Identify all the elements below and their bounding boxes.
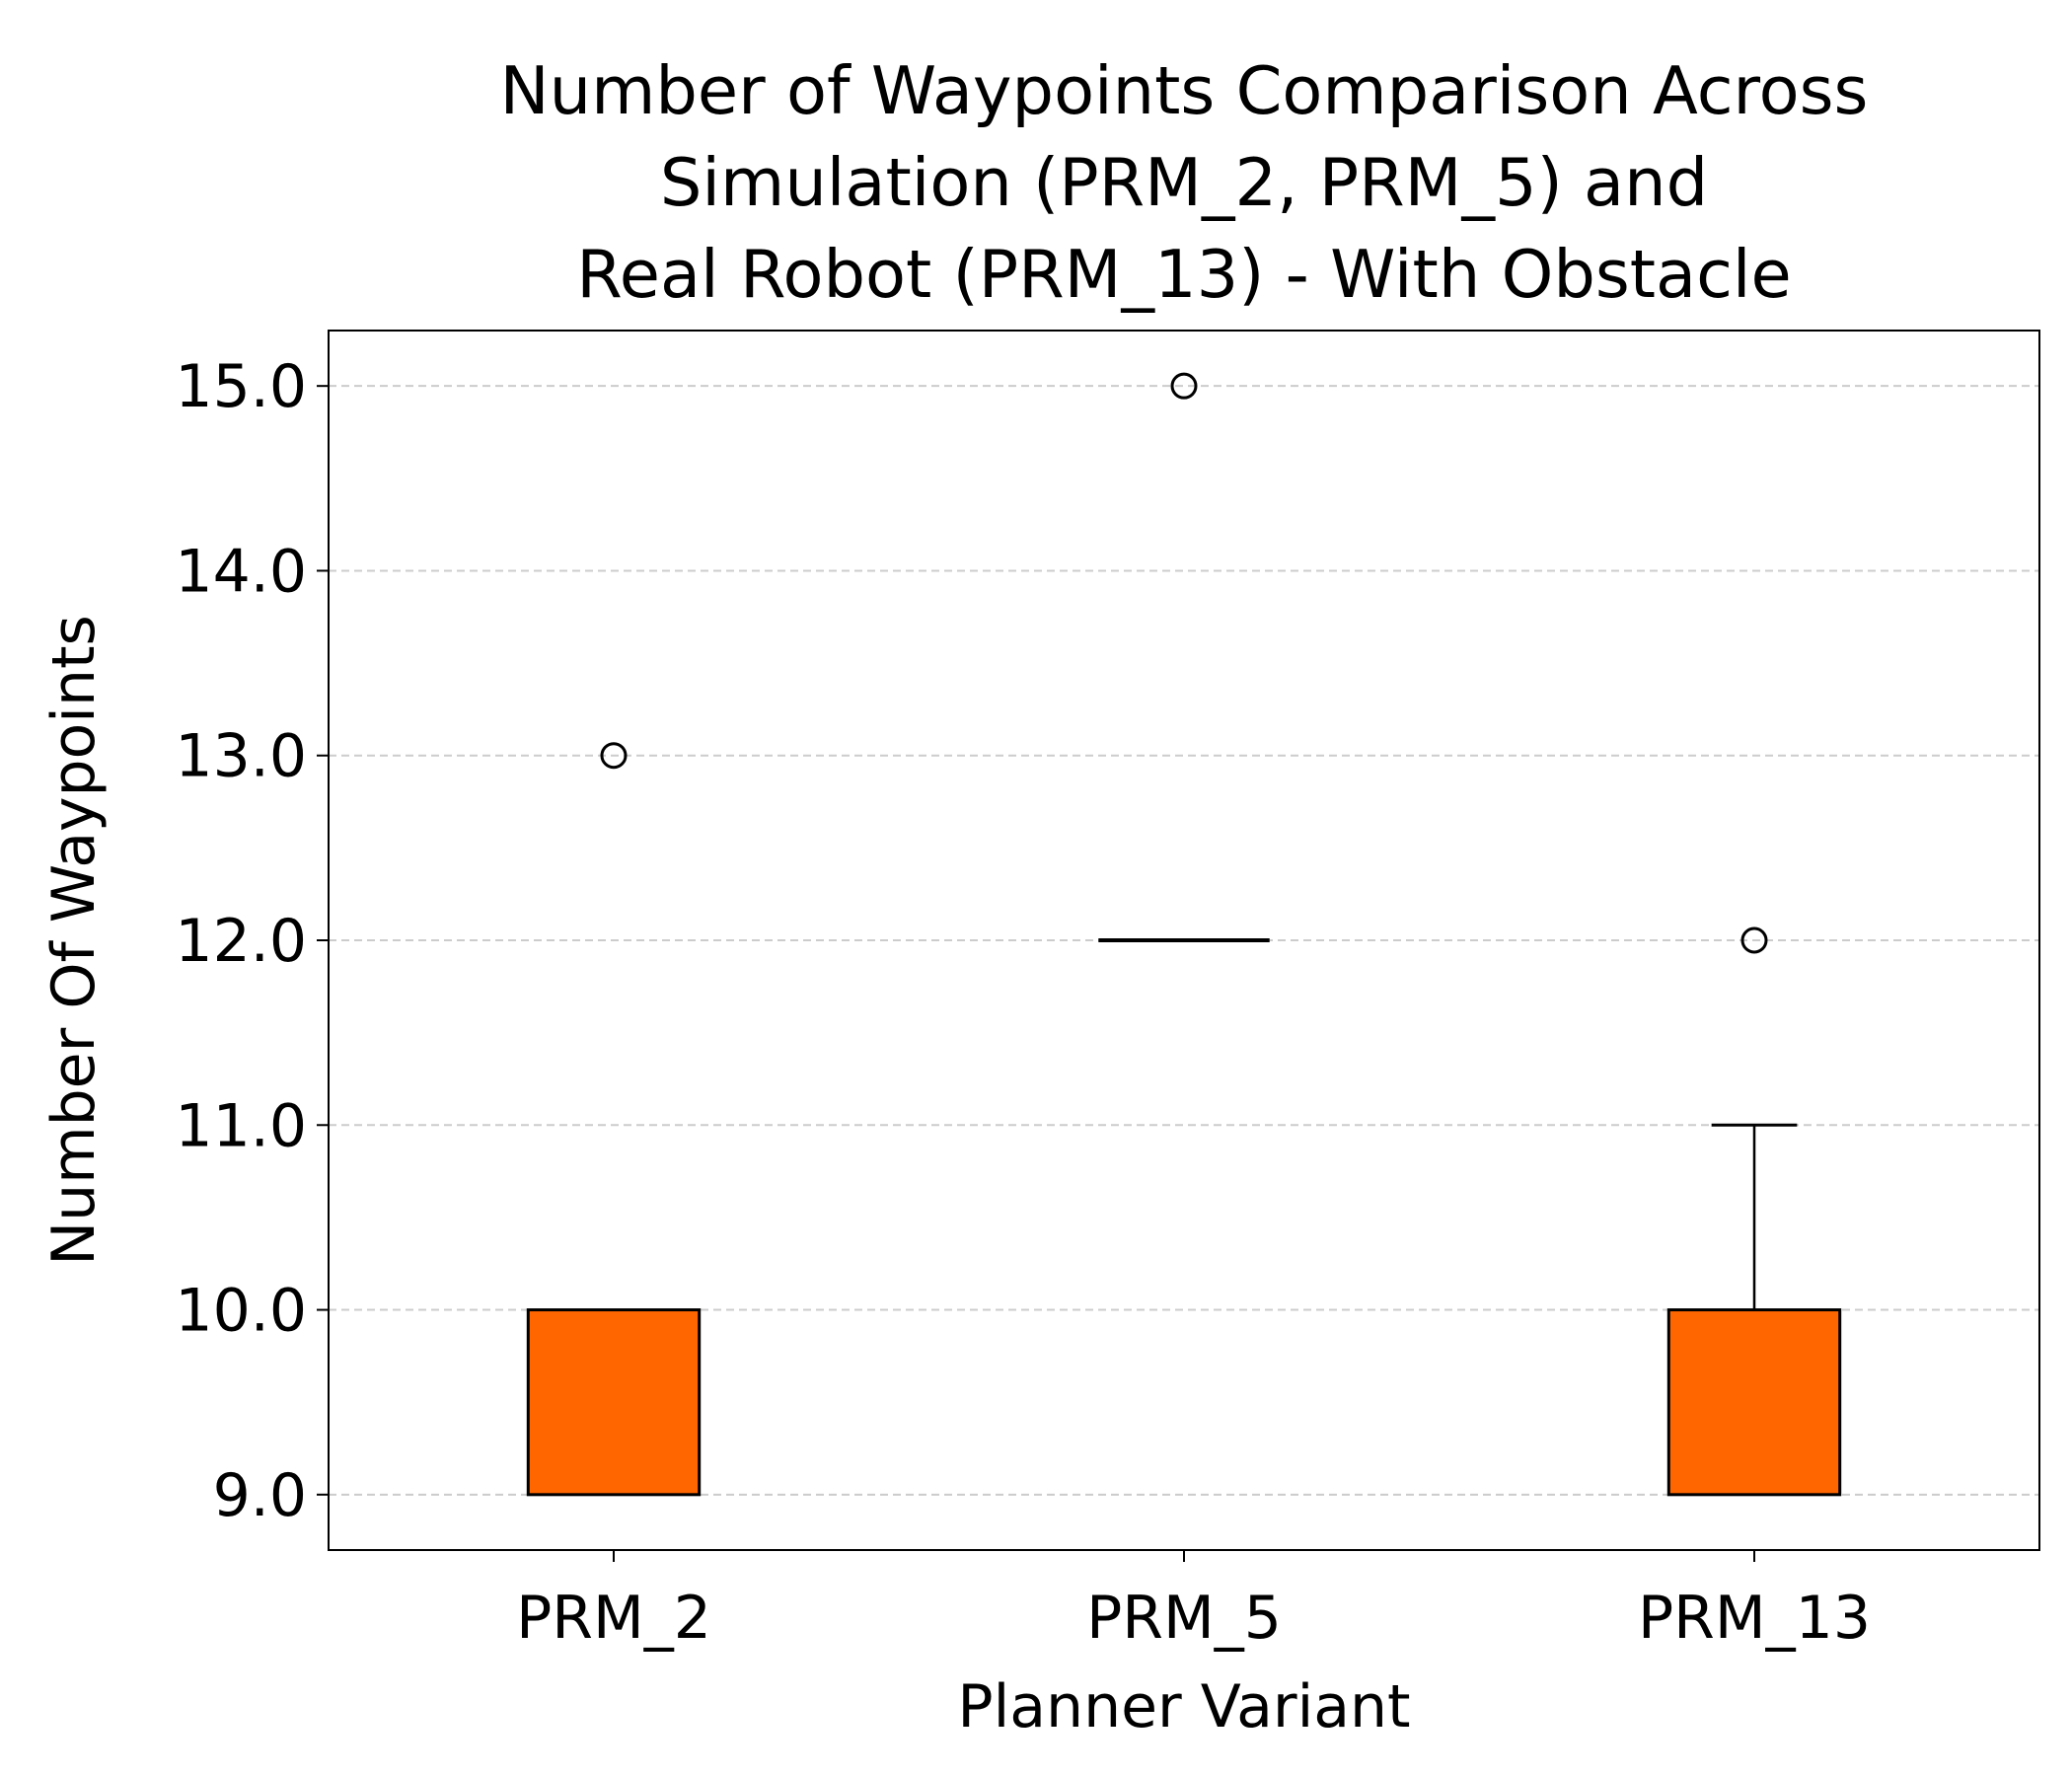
x-tick-label: PRM_13 xyxy=(1638,1584,1871,1653)
box-PRM_5 xyxy=(1098,372,1270,942)
y-tick-label: 15.0 xyxy=(175,352,307,421)
y-axis: 9.0 10.0 11.0 12.0 13.0 14.0 15.0 xyxy=(175,352,329,1530)
chart-title-line-2: Simulation (PRM_2, PRM_5) and xyxy=(660,144,1708,221)
box-PRM_13 xyxy=(1666,926,1842,1497)
chart-title: Number of Waypoints Comparison Across Si… xyxy=(500,52,1869,313)
y-tick-label: 14.0 xyxy=(175,537,307,606)
x-tick-label: PRM_5 xyxy=(1086,1584,1282,1653)
box-iqr xyxy=(526,1308,702,1497)
y-axis-label: Number Of Waypoints xyxy=(39,615,109,1266)
chart-title-line-1: Number of Waypoints Comparison Across xyxy=(500,52,1869,129)
x-axis-label: Planner Variant xyxy=(957,1672,1410,1741)
y-tick-label: 11.0 xyxy=(175,1091,307,1160)
box-series xyxy=(526,372,1842,1497)
y-tick-label: 10.0 xyxy=(175,1277,307,1346)
box-PRM_2 xyxy=(526,742,702,1497)
y-tick-label: 9.0 xyxy=(213,1461,307,1530)
x-tick-label: PRM_2 xyxy=(516,1584,711,1653)
y-tick-label: 12.0 xyxy=(175,907,307,976)
outlier-point xyxy=(1170,372,1198,400)
outlier-point xyxy=(600,742,628,770)
x-axis: PRM_2 PRM_5 PRM_13 xyxy=(516,1550,1871,1653)
chart-title-line-3: Real Robot (PRM_13) - With Obstacle xyxy=(576,236,1792,313)
outlier-point xyxy=(1740,926,1768,954)
box-iqr xyxy=(1666,1308,1842,1497)
y-tick-label: 13.0 xyxy=(175,722,307,791)
